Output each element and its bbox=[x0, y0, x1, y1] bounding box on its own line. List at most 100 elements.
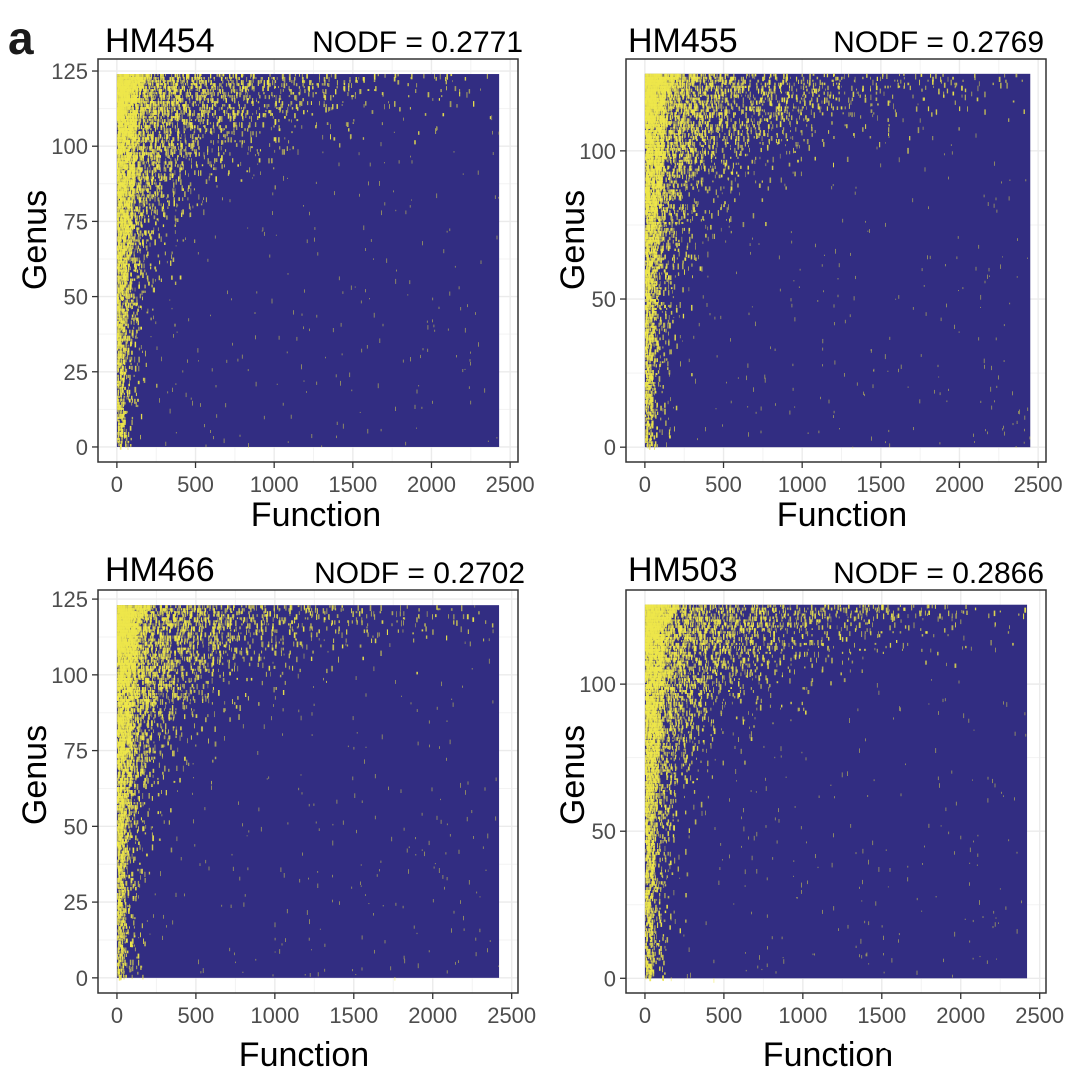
presence-cell bbox=[174, 281, 177, 285]
presence-cell bbox=[124, 218, 126, 222]
presence-cell bbox=[140, 77, 142, 82]
presence-cell bbox=[397, 74, 399, 77]
presence-cell bbox=[117, 206, 119, 211]
presence-cell bbox=[138, 92, 140, 97]
presence-cell bbox=[158, 275, 160, 281]
presence-cell bbox=[131, 233, 133, 239]
presence-cell bbox=[130, 98, 133, 104]
presence-cell bbox=[117, 245, 119, 250]
presence-cell bbox=[127, 221, 129, 227]
presence-cell bbox=[239, 86, 241, 92]
presence-cell bbox=[152, 80, 154, 86]
presence-cell bbox=[132, 89, 134, 93]
presence-cell bbox=[125, 266, 127, 272]
presence-cell bbox=[216, 74, 218, 77]
presence-cell bbox=[127, 347, 130, 352]
presence-cell bbox=[129, 104, 132, 109]
presence-cell bbox=[195, 74, 196, 79]
presence-cell bbox=[319, 74, 320, 80]
presence-cell bbox=[147, 95, 148, 98]
presence-cell bbox=[131, 137, 133, 142]
presence-cell bbox=[123, 278, 125, 283]
presence-cell bbox=[158, 104, 160, 108]
presence-cell bbox=[150, 137, 153, 141]
presence-cell bbox=[133, 224, 135, 229]
presence-cell bbox=[139, 251, 141, 254]
presence-cell bbox=[301, 74, 303, 80]
presence-cell bbox=[247, 92, 249, 98]
presence-cell bbox=[119, 335, 121, 340]
presence-cell bbox=[133, 188, 135, 192]
presence-cell bbox=[288, 104, 290, 107]
presence-cell bbox=[168, 80, 170, 83]
presence-cell bbox=[124, 311, 126, 314]
presence-cell bbox=[170, 89, 172, 93]
presence-cell bbox=[382, 92, 384, 97]
presence-cell bbox=[143, 200, 146, 204]
presence-cell bbox=[144, 164, 146, 170]
presence-cell bbox=[145, 350, 146, 357]
presence-cell bbox=[150, 101, 152, 103]
presence-cell bbox=[184, 104, 185, 110]
presence-cell bbox=[330, 74, 332, 78]
presence-cell bbox=[131, 329, 134, 336]
presence-cell bbox=[126, 272, 128, 276]
presence-cell bbox=[116, 254, 118, 259]
presence-cell bbox=[193, 110, 195, 116]
presence-cell bbox=[118, 251, 120, 258]
presence-cell bbox=[196, 77, 198, 83]
presence-cell bbox=[135, 110, 138, 116]
presence-cell bbox=[163, 164, 165, 169]
presence-cell bbox=[126, 275, 128, 278]
presence-cell bbox=[131, 179, 133, 185]
presence-cell bbox=[123, 212, 125, 217]
presence-cell bbox=[117, 197, 119, 201]
presence-cell bbox=[161, 119, 163, 124]
presence-cell bbox=[191, 140, 193, 143]
presence-cell bbox=[137, 170, 139, 175]
presence-cell bbox=[139, 161, 142, 167]
presence-cell bbox=[155, 167, 156, 172]
presence-cell bbox=[135, 239, 137, 243]
presence-cell bbox=[142, 80, 144, 83]
presence-cell bbox=[131, 215, 133, 220]
presence-cell bbox=[128, 269, 130, 273]
presence-cell bbox=[142, 137, 143, 142]
presence-cell bbox=[125, 368, 128, 373]
presence-cell bbox=[336, 86, 338, 89]
presence-cell bbox=[134, 98, 137, 103]
presence-cell bbox=[143, 146, 145, 150]
presence-cell bbox=[180, 143, 182, 147]
presence-cell bbox=[152, 278, 154, 284]
presence-cell bbox=[128, 140, 130, 144]
presence-cell bbox=[124, 221, 126, 224]
presence-cell bbox=[161, 188, 162, 193]
presence-cell bbox=[204, 80, 206, 86]
presence-cell bbox=[274, 80, 276, 86]
presence-cell bbox=[163, 86, 164, 91]
presence-cell bbox=[240, 113, 243, 117]
presence-cell bbox=[118, 128, 120, 133]
presence-cell bbox=[435, 77, 437, 81]
presence-cell bbox=[312, 92, 314, 98]
presence-cell bbox=[121, 194, 122, 198]
presence-cell bbox=[161, 110, 163, 116]
presence-cell bbox=[123, 149, 125, 154]
presence-cell bbox=[163, 167, 165, 172]
presence-cell bbox=[218, 86, 220, 91]
presence-cell bbox=[128, 233, 130, 239]
presence-cell bbox=[120, 146, 122, 149]
presence-cell bbox=[173, 107, 176, 112]
presence-cell bbox=[157, 197, 160, 202]
presence-cell bbox=[118, 344, 120, 349]
presence-cell bbox=[128, 215, 130, 219]
presence-cell bbox=[130, 221, 132, 224]
presence-cell bbox=[205, 128, 207, 133]
presence-cell bbox=[227, 107, 228, 110]
presence-cell bbox=[137, 194, 139, 200]
presence-cell bbox=[207, 110, 209, 115]
presence-cell bbox=[217, 92, 219, 97]
presence-cell bbox=[179, 164, 182, 168]
presence-cell bbox=[138, 206, 141, 213]
